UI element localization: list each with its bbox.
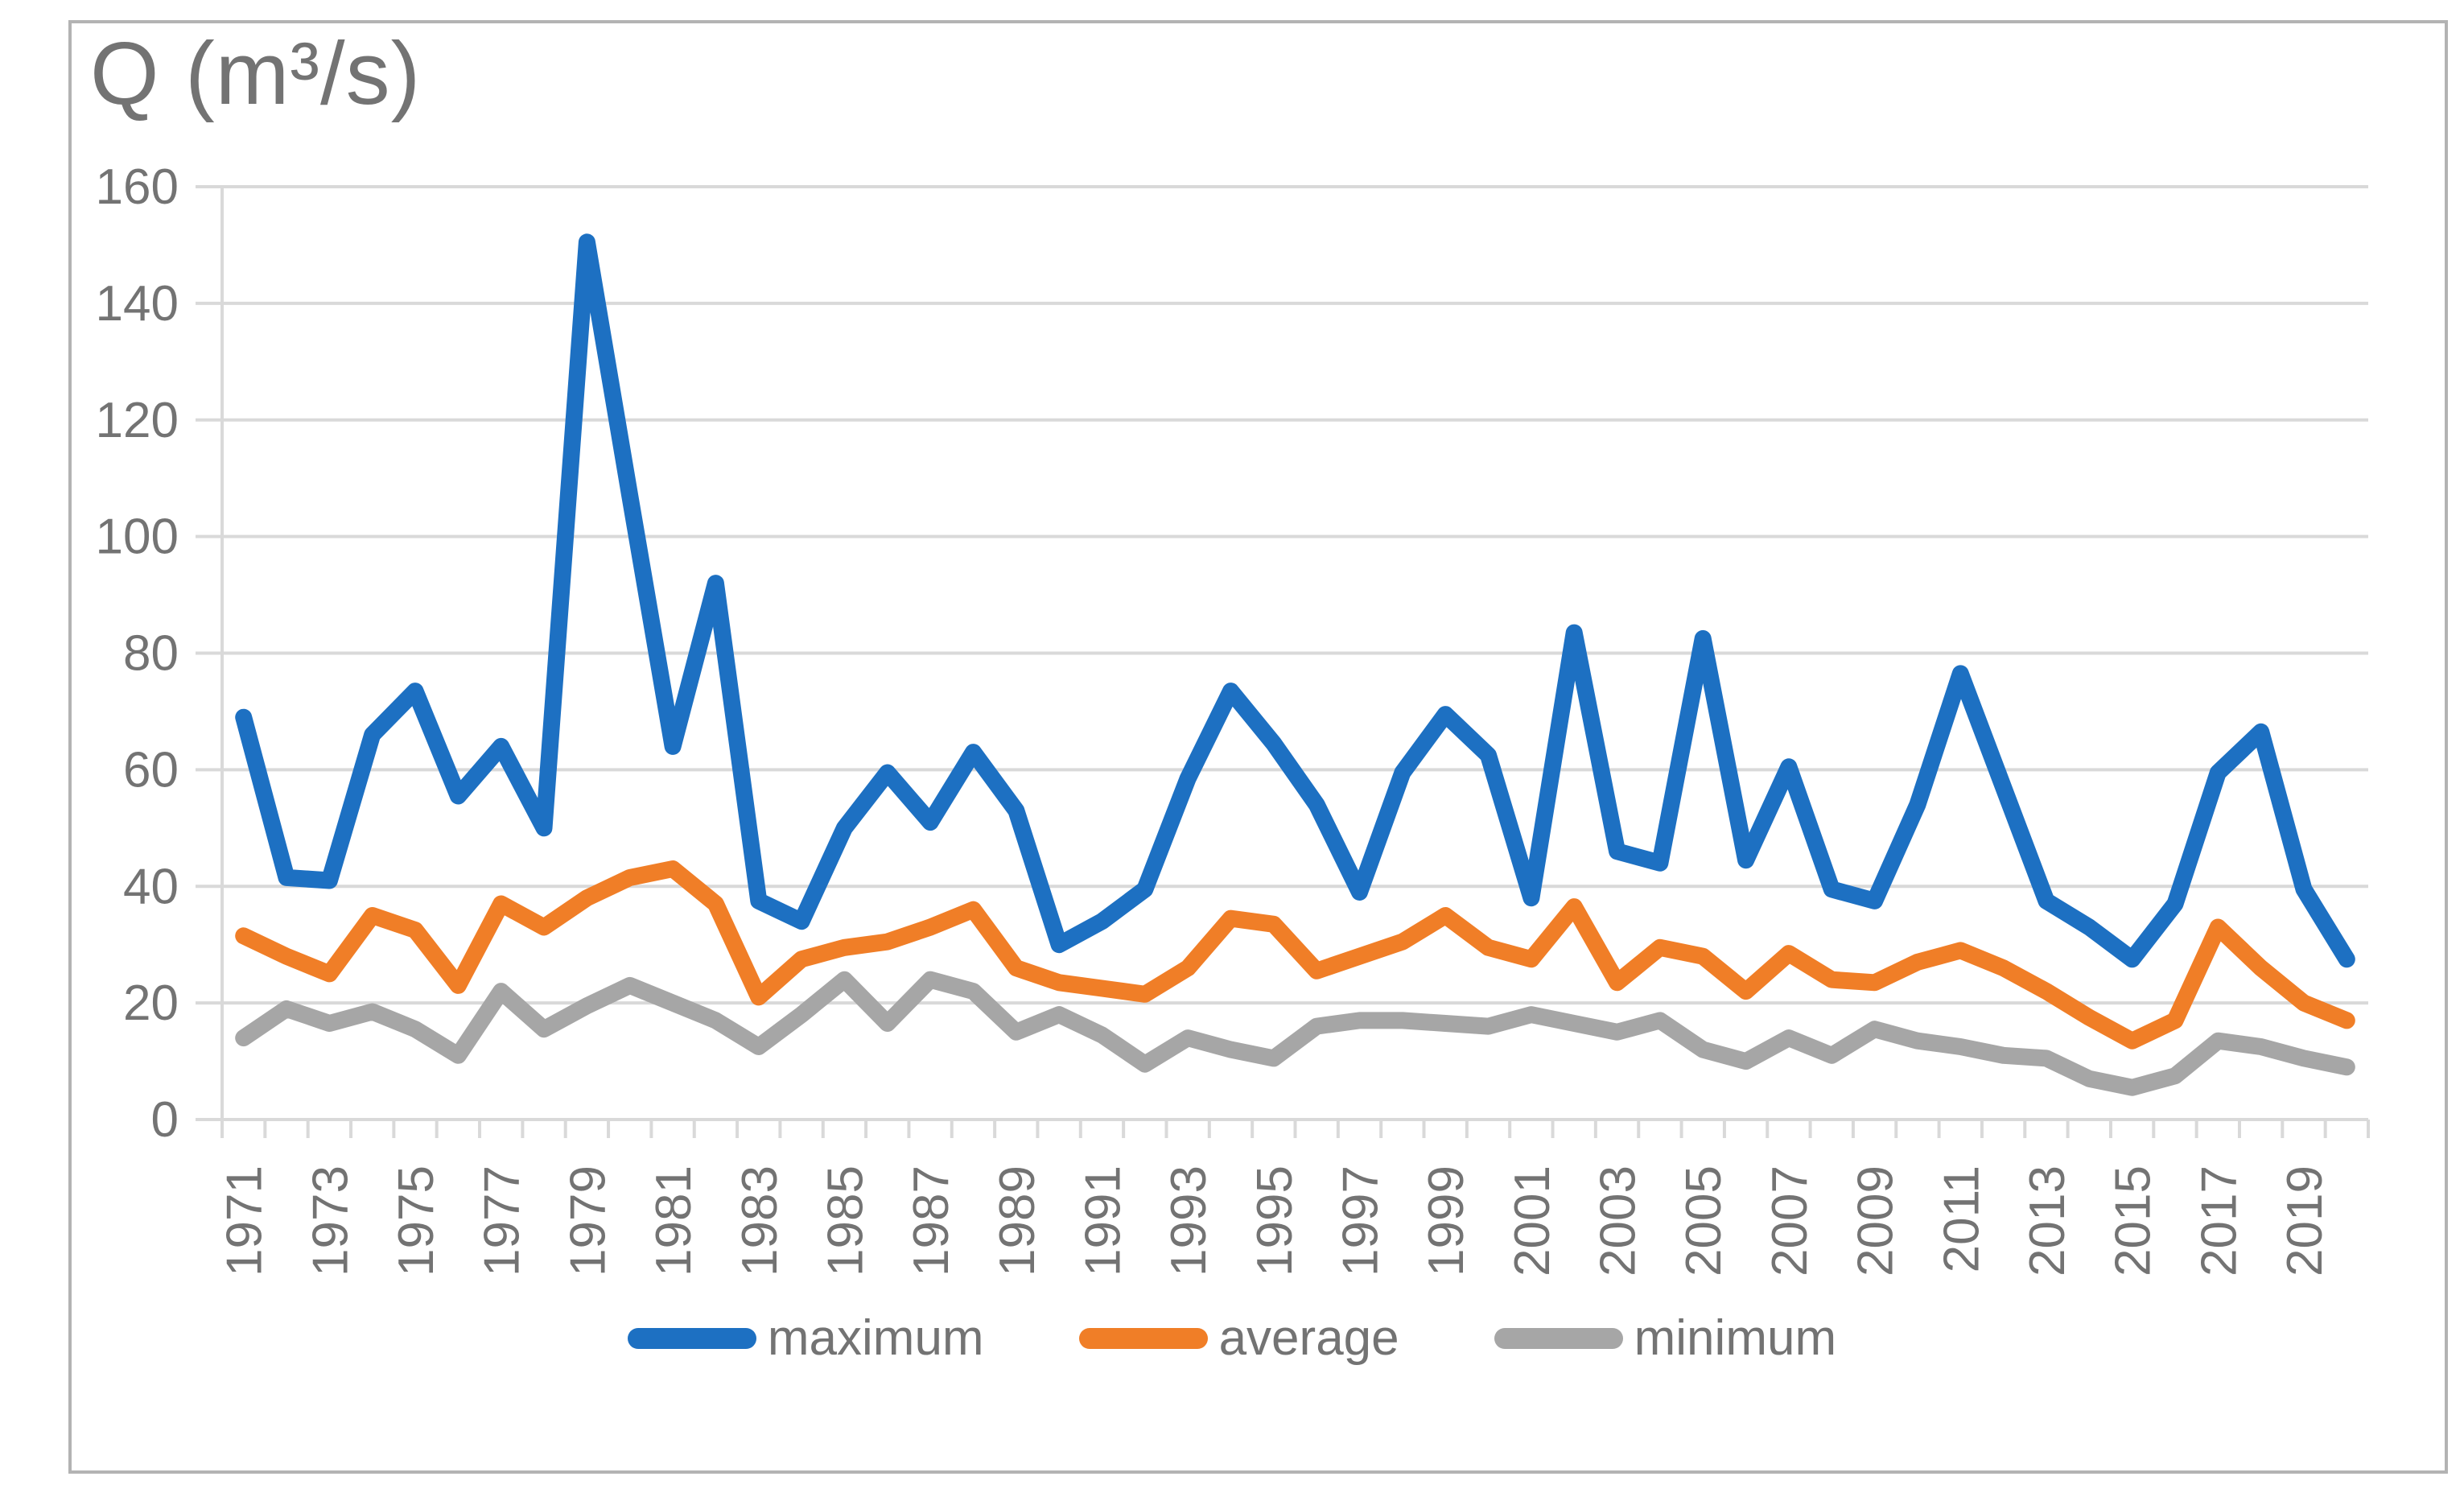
x-axis-label: 2003 xyxy=(1591,1165,1646,1276)
y-axis-label: 160 xyxy=(96,159,179,215)
x-axis-label: 2011 xyxy=(1934,1165,1989,1272)
x-axis-label: 2009 xyxy=(1848,1165,1904,1276)
x-axis-label: 1989 xyxy=(990,1165,1045,1276)
legend-item-average: average xyxy=(1078,1310,1399,1366)
x-axis-label: 1977 xyxy=(475,1165,530,1276)
y-axis-label: 20 xyxy=(123,975,179,1031)
legend-swatch-icon xyxy=(1494,1328,1623,1349)
x-axis-label: 1983 xyxy=(732,1165,788,1276)
legend-swatch-icon xyxy=(1078,1328,1208,1349)
y-axis-label: 100 xyxy=(96,509,179,565)
x-axis-label: 2001 xyxy=(1505,1165,1560,1276)
x-axis-label: 2007 xyxy=(1762,1165,1818,1276)
x-axis-label: 1981 xyxy=(646,1165,702,1276)
x-axis-label: 1979 xyxy=(560,1165,616,1276)
x-axis-label: 1999 xyxy=(1419,1165,1474,1276)
x-axis-label: 1987 xyxy=(904,1165,959,1276)
x-axis-label: 1993 xyxy=(1161,1165,1217,1276)
y-axis-label: 80 xyxy=(123,626,179,682)
series-line-minimum xyxy=(235,971,2355,1096)
x-axis-label: 1973 xyxy=(303,1165,358,1276)
x-axis-label: 1997 xyxy=(1333,1165,1389,1276)
chart-border-frame xyxy=(68,20,2448,1474)
x-axis-label: 2017 xyxy=(2191,1165,2247,1276)
y-axis-label: 0 xyxy=(151,1092,179,1148)
y-axis-label: 60 xyxy=(123,742,179,798)
legend-label: average xyxy=(1218,1310,1399,1366)
legend-label: maximum xyxy=(767,1310,984,1366)
legend-item-maximum: maximum xyxy=(627,1310,984,1366)
x-axis-label: 1985 xyxy=(818,1165,873,1276)
x-axis-label: 2019 xyxy=(2277,1165,2333,1276)
legend: maximum average minimum xyxy=(0,1314,2464,1363)
legend-item-minimum: minimum xyxy=(1494,1314,1836,1363)
chart-title: Q (m³/s) xyxy=(90,24,422,123)
x-axis-label: 2013 xyxy=(2020,1165,2075,1276)
x-axis-label: 1995 xyxy=(1247,1165,1303,1276)
y-axis-label: 140 xyxy=(96,276,179,332)
x-axis-label: 2005 xyxy=(1676,1165,1732,1276)
x-axis-label: 1971 xyxy=(217,1165,273,1276)
legend-label: minimum xyxy=(1634,1310,1837,1366)
y-axis-label: 120 xyxy=(96,393,179,448)
x-axis-label: 1975 xyxy=(389,1165,444,1276)
series-line-maximum xyxy=(235,233,2355,968)
x-axis-label: 2015 xyxy=(2106,1165,2161,1276)
x-axis-label: 1991 xyxy=(1075,1165,1131,1276)
series-line-average xyxy=(235,860,2355,1050)
legend-swatch-icon xyxy=(627,1328,756,1349)
y-axis-label: 40 xyxy=(123,859,179,914)
